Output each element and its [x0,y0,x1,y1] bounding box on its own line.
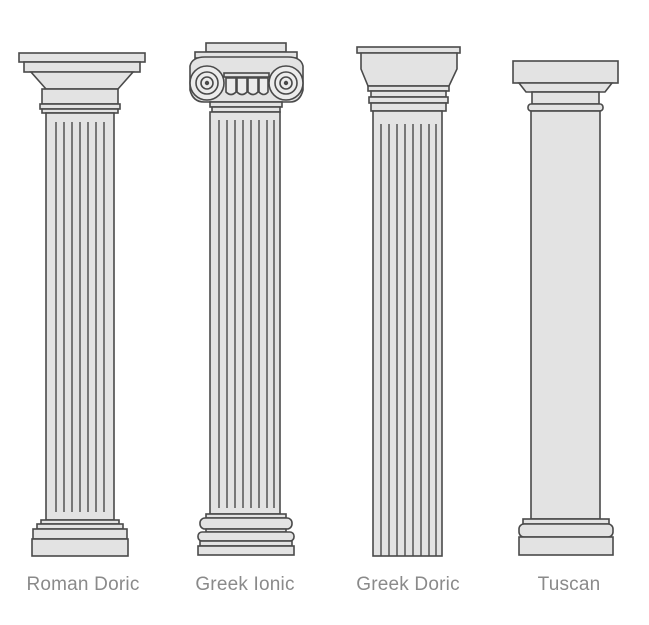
greek-ionic-shaft [209,111,281,515]
tuscan-column [512,60,619,556]
greek-ionic-base [197,513,295,556]
roman-doric-base [31,519,129,557]
tuscan-capital [512,60,619,112]
greek-ionic-label: Greek Ionic [195,574,295,595]
tuscan-label: Tuscan [537,574,601,595]
greek-doric-column [356,46,461,557]
greek-doric-shaft [372,110,443,557]
roman-doric-capital [18,52,146,114]
tuscan-base [518,518,614,556]
greek-ionic-capital [189,42,304,113]
tuscan-shaft [530,110,601,520]
roman-doric-column [18,52,146,557]
roman-doric-shaft [45,112,115,521]
greek-ionic-column [189,42,304,556]
greek-doric-capital [356,46,461,112]
roman-doric-label: Roman Doric [26,574,140,595]
greek-doric-label: Greek Doric [356,574,460,595]
